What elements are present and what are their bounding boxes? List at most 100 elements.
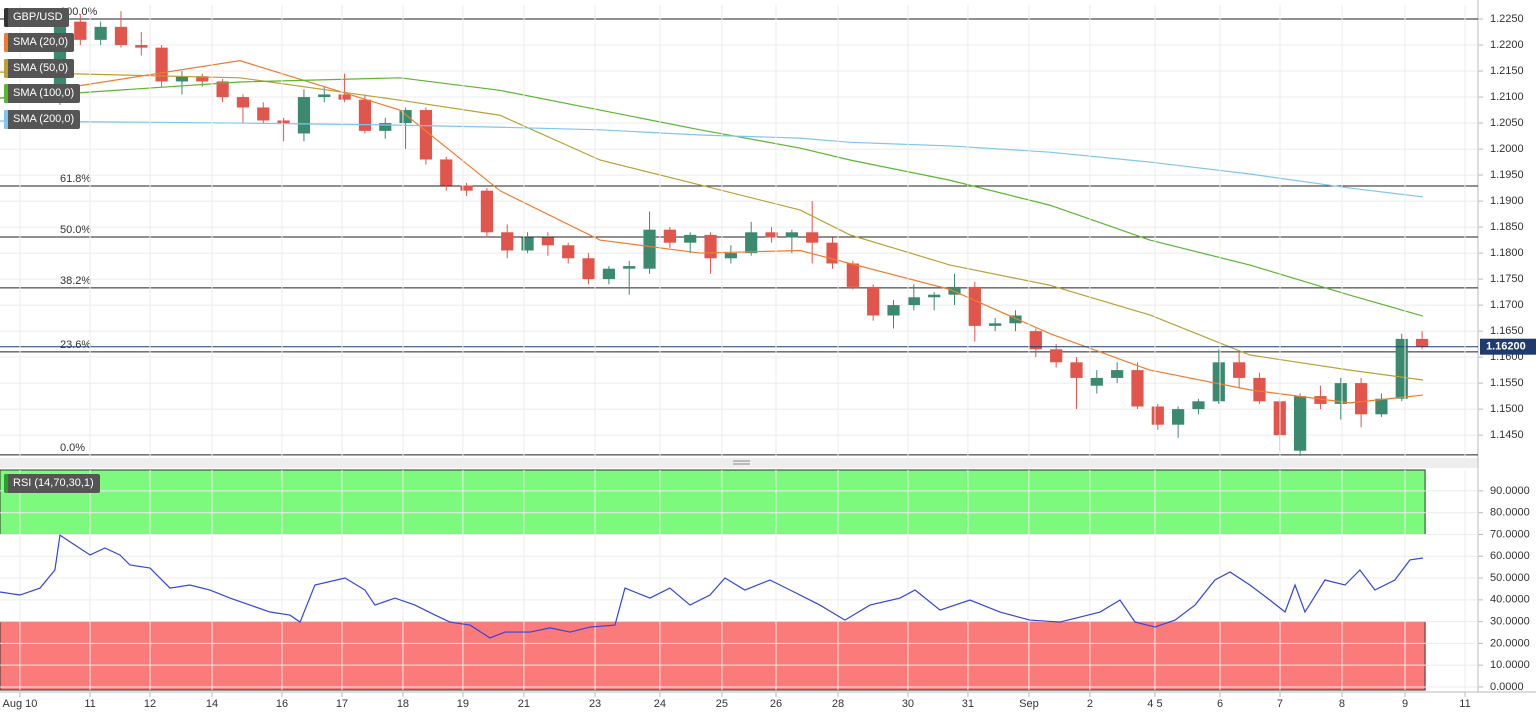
candle-body	[277, 120, 290, 124]
candle-body	[501, 232, 514, 251]
legend-label: SMA (50,0)	[13, 61, 69, 74]
candle-body	[1233, 362, 1246, 378]
candle-body	[1009, 315, 1022, 324]
y-tick-label: 90.0000	[1490, 485, 1530, 497]
candle-body	[1090, 377, 1103, 386]
candle-body	[1395, 338, 1408, 399]
x-tick-label: Aug 10	[2, 698, 37, 710]
candle-body	[216, 81, 229, 98]
y-tick-label: 1.1450	[1490, 429, 1524, 441]
y-tick-label: 70.0000	[1490, 528, 1530, 540]
fib-label: 23.6%	[60, 339, 91, 351]
legend-item[interactable]: GBP/USD	[4, 8, 69, 27]
candle-body	[94, 26, 107, 40]
candle-body	[907, 297, 920, 306]
candle-body	[1253, 377, 1266, 402]
overbought-zone	[0, 469, 1426, 535]
candle-body	[1355, 383, 1368, 415]
y-tick-label: 1.2100	[1490, 91, 1524, 103]
candle-body	[1314, 396, 1327, 404]
candle-body	[338, 94, 351, 100]
candle-body	[379, 123, 392, 131]
candle-body	[236, 97, 250, 108]
y-tick-label: 1.1950	[1490, 169, 1524, 181]
candle-body	[175, 76, 189, 82]
x-tick-label: 11	[1459, 698, 1470, 710]
rsi-line	[0, 534, 1423, 639]
x-tick-label: 17	[336, 698, 348, 710]
legend-label: GBP/USD	[13, 11, 63, 23]
legend-label: SMA (200,0)	[13, 112, 75, 125]
y-tick-label: 1.2200	[1490, 39, 1524, 51]
x-tick-label: Sep	[1019, 698, 1039, 710]
candle-body	[663, 229, 676, 243]
candle-body	[1294, 396, 1307, 451]
candle-body	[318, 94, 331, 98]
legend-item[interactable]: SMA (50,0)	[4, 58, 75, 78]
y-tick-label: 40.0000	[1490, 594, 1530, 606]
legend-label: RSI (14,70,30,1)	[13, 477, 94, 489]
y-tick-label: 10.0000	[1490, 659, 1530, 671]
candle-body	[582, 258, 595, 280]
y-tick-label: 1.2000	[1490, 143, 1524, 155]
candle-body	[1050, 349, 1063, 363]
legend-swatch	[4, 8, 8, 27]
legend-label: SMA (20,0)	[13, 36, 69, 48]
x-tick-label: 6	[1217, 698, 1223, 710]
candle-body	[684, 234, 697, 243]
y-tick-label: 1.2250	[1490, 13, 1524, 25]
candle-body	[480, 190, 494, 233]
candle-body	[541, 237, 554, 246]
panel-separator	[0, 458, 1478, 468]
legend-item[interactable]: SMA (20,0)	[4, 33, 75, 52]
x-tick-label: 30	[902, 698, 914, 710]
candle-body	[562, 245, 575, 259]
y-tick-label: 0.0000	[1490, 681, 1524, 693]
candle-body	[135, 45, 148, 48]
legend-label: SMA (100,0)	[13, 87, 75, 99]
candle-body	[867, 286, 880, 316]
legend-item[interactable]: SMA (100,0)	[4, 84, 81, 103]
candle-body	[1070, 362, 1083, 378]
x-tick-label: 9	[1402, 698, 1408, 710]
x-tick-label: 28	[832, 698, 844, 710]
fib-label: 100.0%	[60, 6, 98, 18]
candle-body	[1131, 370, 1144, 407]
candle-body	[1151, 406, 1164, 425]
candle-body	[74, 21, 87, 40]
candle-body	[1415, 338, 1429, 347]
indicator-label[interactable]: RSI (14,70,30,1)	[4, 474, 100, 493]
fib-label: 38.2%	[60, 275, 91, 287]
candle-body	[1172, 409, 1185, 425]
legend-swatch	[4, 84, 8, 103]
fib-label: 61.8%	[60, 173, 91, 185]
candle-body	[765, 232, 778, 238]
candle-body	[297, 97, 311, 134]
legend-swatch	[4, 109, 8, 129]
y-tick-label: 50.0000	[1490, 572, 1530, 584]
candle-body	[887, 305, 900, 316]
candle-body	[928, 294, 941, 298]
candle-body	[257, 107, 270, 121]
x-tick-label: 16	[276, 698, 288, 710]
y-tick-label: 1.1650	[1490, 325, 1524, 337]
y-tick-label: 80.0000	[1490, 507, 1530, 519]
legend-swatch	[4, 58, 8, 78]
x-tick-label: 31	[962, 698, 974, 710]
candle-body	[968, 286, 981, 326]
sma-line	[0, 60, 1423, 404]
candle-body	[704, 234, 717, 259]
y-tick-label: 1.2050	[1490, 117, 1524, 129]
candle-body	[643, 229, 656, 269]
legend-swatch	[4, 474, 8, 493]
last-price-tag	[1480, 338, 1536, 355]
candle-body	[846, 263, 859, 287]
x-tick-label: 18	[397, 698, 409, 710]
y-tick-label: 1.1850	[1490, 221, 1524, 233]
candle-body	[1192, 401, 1205, 410]
legend-item[interactable]: SMA (200,0)	[4, 109, 81, 129]
y-tick-label: 1.2150	[1490, 65, 1524, 77]
candle-body	[1375, 398, 1388, 415]
candle-body	[745, 232, 758, 254]
candle-body	[1029, 331, 1042, 350]
